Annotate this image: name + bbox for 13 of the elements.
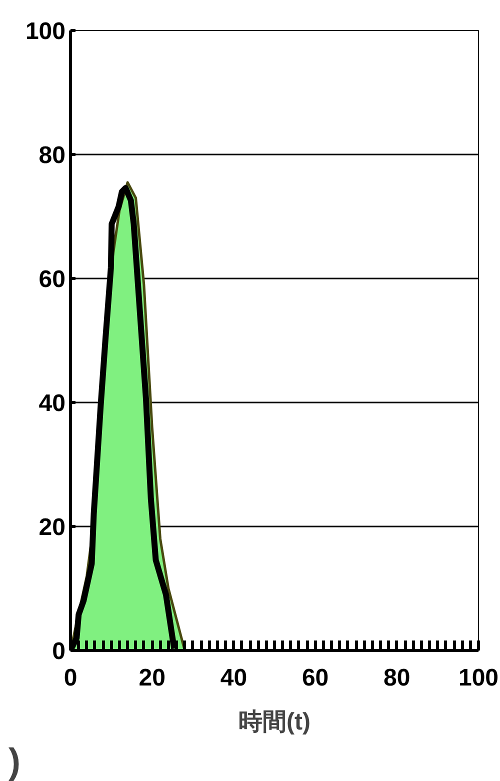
text: ) (8, 740, 20, 781)
x-tick-label: 40 (220, 664, 248, 692)
y-tick-label: 20 (38, 514, 66, 541)
x-tick-label: 20 (138, 664, 166, 692)
x-tick-label: 80 (384, 664, 410, 692)
y-tick-label: 80 (38, 142, 66, 169)
y-tick-label: 0 (52, 638, 66, 665)
x-tick-label: 60 (302, 664, 329, 692)
x-tick-label: 100 (458, 664, 499, 692)
y-tick-label: 40 (38, 390, 66, 417)
y-tick-label: 100 (25, 18, 66, 45)
x-axis-title: 時間(t) (238, 708, 310, 736)
y-tick-label: 60 (38, 266, 66, 293)
